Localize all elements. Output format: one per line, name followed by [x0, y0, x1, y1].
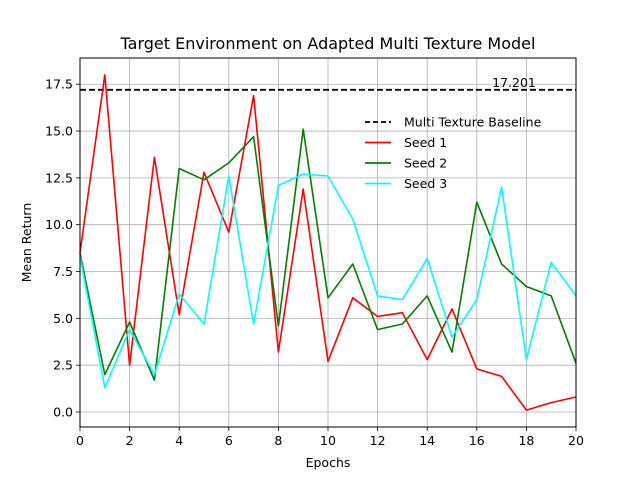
x-tick-label: 6 [225, 433, 233, 448]
y-tick-label: 5.0 [53, 311, 73, 326]
y-tick-label: 15.0 [45, 124, 73, 139]
series-layer [79, 74, 577, 411]
y-tick-label: 2.5 [53, 358, 73, 373]
series-line-seed-1 [79, 74, 577, 411]
x-tick-label: 20 [568, 433, 584, 448]
legend: Multi Texture Baseline Seed 1 Seed 2 Seed 3 [365, 115, 542, 191]
y-tick-label: 12.5 [45, 170, 73, 185]
x-tick-label: 2 [126, 433, 134, 448]
x-tick-label: 10 [320, 433, 336, 448]
tick-layer: 0 2 4 6 8 10 12 14 16 18 20 0.0 2.5 5.0 7.5 10.0 12.5 15.… [45, 77, 584, 448]
legend-label: Seed 1 [404, 135, 447, 150]
y-tick-label: 0.0 [53, 405, 73, 420]
y-tick-label: 7.5 [53, 264, 73, 279]
x-tick-label: 14 [419, 433, 435, 448]
x-tick-label: 18 [518, 433, 534, 448]
y-axis-title: Mean Return [19, 203, 34, 283]
y-tick-label: 17.5 [45, 77, 73, 92]
chart-title: Target Environment on Adapted Multi Text… [120, 34, 536, 53]
legend-label: Seed 2 [404, 156, 447, 171]
x-tick-label: 16 [469, 433, 485, 448]
x-axis-title: Epochs [306, 455, 351, 470]
x-tick-label: 8 [274, 433, 282, 448]
y-tick-label: 10.0 [45, 217, 73, 232]
legend-label: Seed 3 [404, 176, 447, 191]
series-line-seed-3 [79, 173, 577, 389]
x-tick-label: 0 [76, 433, 84, 448]
legend-label: Multi Texture Baseline [404, 115, 542, 130]
baseline-value-label: 17.201 [492, 75, 536, 90]
series-line-seed-2 [79, 128, 577, 382]
x-tick-label: 12 [370, 433, 386, 448]
x-tick-label: 4 [175, 433, 183, 448]
